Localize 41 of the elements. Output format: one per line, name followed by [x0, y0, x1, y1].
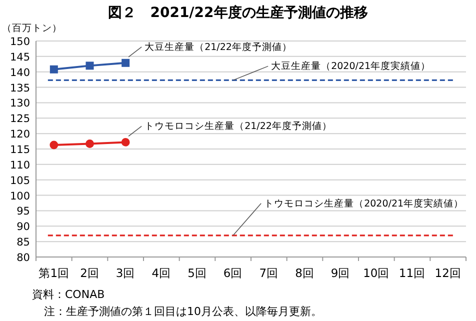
point	[50, 140, 58, 150]
x-tick-label: 8回	[295, 266, 314, 280]
chart-title: 図２ 2021/22年度の生産予測値の推移	[108, 4, 368, 21]
y-tick-label: 80	[16, 252, 30, 264]
point	[86, 140, 94, 148]
x-tick-label: 4回	[152, 266, 172, 280]
y-tick-label: 125	[10, 113, 30, 126]
x-tick-label: 第1回	[38, 266, 70, 280]
series-label: トウモロコシ生産量（21/22年度予測値）	[144, 120, 332, 132]
y-tick-label: 130	[10, 98, 30, 110]
point	[121, 138, 130, 146]
y-tick-label: 145	[10, 51, 30, 64]
y-tick-label: 150	[10, 36, 30, 48]
point	[50, 65, 58, 74]
series-label: 大豆生産量（21/22年度予測値）	[144, 40, 292, 53]
point	[122, 58, 130, 67]
ref-line-label: トウモロコシ生産量（2020/21年度実績値）	[264, 197, 464, 210]
y-tick-label: 115	[10, 144, 30, 156]
x-tick-label: 2回	[80, 266, 100, 280]
x-tick-label: 11回	[398, 266, 426, 280]
y-tick-label: 90	[16, 221, 30, 234]
y-tick-label: 120	[10, 128, 30, 141]
y-tick-label: 100	[10, 190, 30, 202]
y-tick-label: 85	[16, 236, 30, 249]
y-axis-title: （百万トン）	[2, 23, 62, 34]
y-tick-label: 110	[10, 159, 30, 172]
y-tick-label: 140	[10, 66, 30, 79]
ref-line-label: 大豆生産量（2020/21年度実績値）	[271, 60, 431, 72]
text: 注：生産予測値の第１回目は10月公表、以降毎月更新。	[44, 305, 322, 318]
x-tick-label: 6回	[223, 266, 243, 280]
y-tick-label: 135	[10, 82, 30, 94]
x-tick-label: 10回	[363, 266, 390, 280]
point	[86, 62, 94, 70]
x-tick-label: 3回	[116, 266, 136, 280]
x-tick-label: 12回	[434, 266, 462, 280]
text: 資料：CONAB	[32, 288, 105, 301]
y-tick-label: 105	[10, 174, 30, 187]
x-tick-label: 5回	[188, 266, 207, 280]
x-tick-label: 7回	[259, 266, 279, 280]
y-tick-label: 95	[16, 206, 30, 218]
x-tick-label: 9回	[330, 266, 350, 280]
